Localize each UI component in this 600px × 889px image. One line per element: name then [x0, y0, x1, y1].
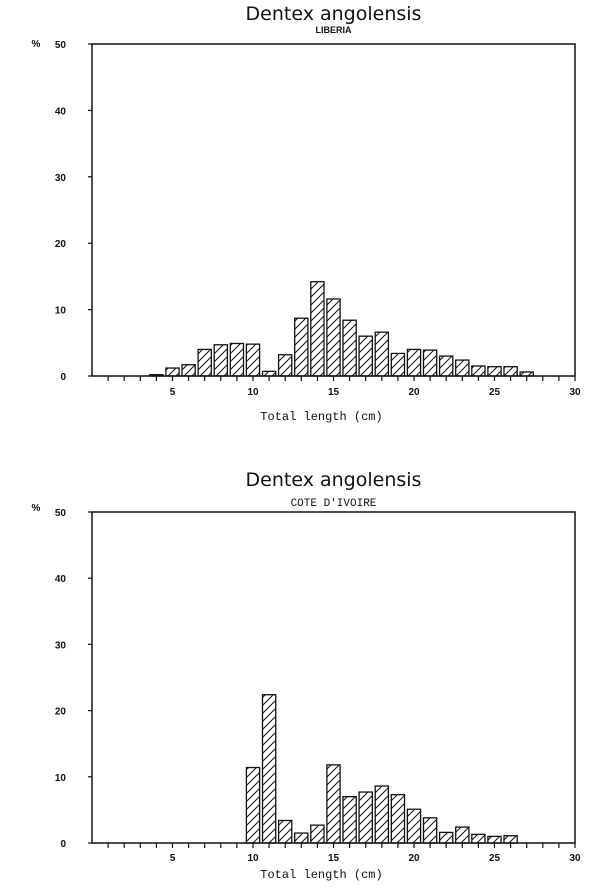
bar-14cm: [310, 824, 325, 844]
bar-14cm: [310, 281, 325, 377]
bar-24cm: [471, 365, 486, 377]
bar-21cm: [422, 349, 438, 377]
y-tick-label: 40: [55, 574, 67, 585]
x-tick-label: 10: [247, 387, 259, 398]
y-tick-label: 30: [55, 640, 67, 651]
x-tick-label: 25: [489, 387, 501, 398]
bar-19cm: [390, 794, 406, 844]
bar-22cm: [438, 355, 454, 377]
bar-15cm: [326, 764, 341, 844]
x-tick-label: 15: [328, 853, 340, 864]
bar-17cm: [358, 791, 373, 844]
bar-13cm: [294, 832, 309, 844]
x-tick-label: 30: [569, 853, 581, 864]
chart-2: Dentex angolensis COTE D'IVOIRE% 0 10 20 30 40…: [32, 469, 581, 882]
bar-25cm: [487, 366, 502, 377]
bar-26cm: [503, 835, 518, 844]
bar-10cm: [245, 343, 261, 377]
x-tick-label: 20: [408, 853, 420, 864]
bar-16cm: [342, 796, 357, 844]
x-axis-label: Total length (cm): [260, 868, 382, 882]
bar-20cm: [406, 348, 422, 377]
bar-18cm: [374, 331, 390, 377]
bar-23cm: [455, 826, 470, 844]
bar-27cm: [519, 371, 534, 377]
bar-7cm: [197, 348, 212, 377]
bar-19cm: [390, 352, 406, 377]
y-axis-label: %: [32, 39, 41, 50]
bar-26cm: [503, 366, 518, 377]
y-tick-label: 20: [55, 239, 67, 250]
bar-25cm: [487, 835, 502, 844]
x-axis-label: Total length (cm): [260, 410, 382, 424]
bar-24cm: [471, 833, 486, 844]
bar-18cm: [374, 785, 390, 844]
y-tick-label: 10: [55, 306, 67, 317]
chart-subtitle: COTE D'IVOIRE: [291, 498, 377, 510]
y-tick-label: 0: [60, 372, 66, 383]
y-tick-label: 20: [55, 707, 67, 718]
bar-11cm: [261, 370, 277, 377]
bar-4cm: [149, 374, 164, 377]
y-tick-label: 10: [55, 773, 67, 784]
bar-20cm: [406, 808, 422, 844]
x-tick-label: 15: [328, 387, 340, 398]
bar-21cm: [422, 817, 438, 844]
bar-15cm: [326, 298, 341, 377]
bar-22cm: [438, 831, 454, 844]
bar-10cm: [245, 766, 261, 844]
x-tick-label: 20: [408, 387, 420, 398]
y-tick-label: 50: [55, 508, 67, 519]
y-tick-label: 30: [55, 173, 67, 184]
bar-8cm: [213, 344, 229, 377]
y-axis-label: %: [32, 503, 41, 514]
bar-12cm: [277, 819, 293, 844]
bar-13cm: [294, 317, 309, 377]
bar-6cm: [181, 364, 196, 377]
bar-5cm: [165, 367, 180, 377]
bar-17cm: [358, 335, 373, 377]
chart-title: Dentex angolensis: [246, 3, 422, 25]
chart-title: Dentex angolensis: [246, 469, 422, 491]
x-tick-label: 5: [170, 853, 176, 864]
y-tick-label: 40: [55, 106, 67, 117]
chart-subtitle: LIBERIA: [316, 25, 353, 35]
bar-12cm: [277, 354, 293, 377]
bar-23cm: [455, 359, 470, 377]
bar-16cm: [342, 319, 357, 377]
x-tick-label: 10: [247, 853, 259, 864]
x-tick-label: 30: [569, 387, 581, 398]
bar-9cm: [229, 342, 245, 377]
bar-11cm: [261, 694, 277, 844]
y-tick-label: 0: [60, 839, 66, 850]
x-tick-label: 25: [489, 853, 501, 864]
x-tick-label: 5: [170, 387, 176, 398]
y-tick-label: 50: [55, 40, 67, 51]
